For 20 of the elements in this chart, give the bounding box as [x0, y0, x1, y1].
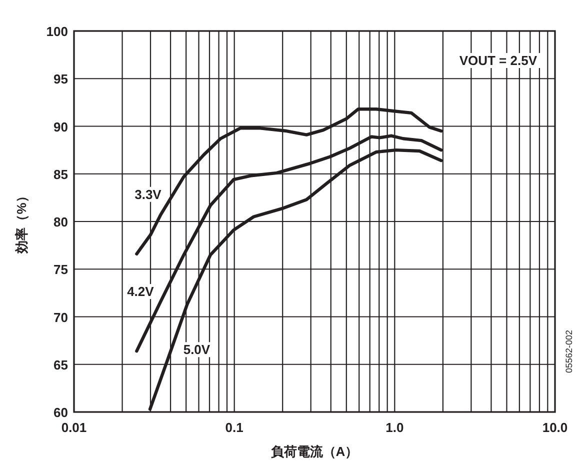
y-axis-title: 効率（%） — [14, 190, 29, 254]
y-tick-label: 65 — [54, 357, 68, 372]
series-label: 4.2V — [127, 284, 154, 300]
x-axis-title: 負荷電流（A） — [270, 444, 358, 459]
y-tick-label: 85 — [54, 166, 68, 182]
y-tick-label: 80 — [54, 214, 68, 230]
y-tick-label: 75 — [54, 262, 68, 278]
y-tick-label: 60 — [54, 405, 68, 420]
annotation: VOUT = 2.5V — [459, 53, 538, 68]
text: 05562-002 — [564, 330, 574, 374]
series-label: 5.0V — [183, 342, 210, 358]
x-tick-label: 0.1 — [225, 420, 244, 435]
y-tick-label: 100 — [46, 24, 68, 39]
series-label: 3.3V — [134, 186, 162, 202]
y-tick-label: 90 — [54, 119, 68, 134]
x-tick-label: 1.0 — [386, 420, 404, 435]
x-tick-label: 10.0 — [542, 420, 568, 435]
x-tick-label: 0.01 — [61, 420, 87, 435]
y-tick-label: 70 — [54, 310, 68, 325]
y-tick-label: 95 — [54, 72, 68, 87]
